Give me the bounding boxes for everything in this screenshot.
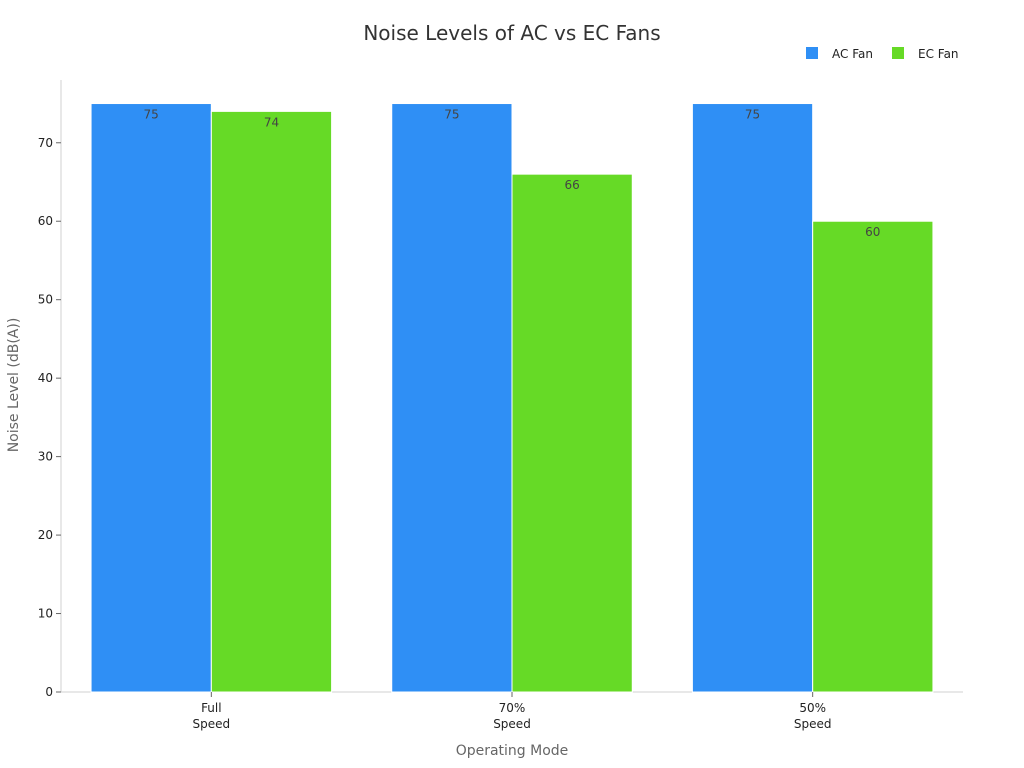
y-axis-title: Noise Level (dB(A)) <box>6 318 22 453</box>
y-tick-label: 10 <box>38 607 53 621</box>
x-tick-label: 70% <box>499 701 526 715</box>
x-tick-label: Speed <box>193 717 231 731</box>
data-label: 75 <box>444 108 459 122</box>
legend-label: EC Fan <box>918 47 959 61</box>
bar-ec-fan <box>812 220 934 693</box>
y-tick-label: 20 <box>38 528 53 542</box>
data-label: 75 <box>745 108 760 122</box>
bar-ec-fan <box>210 110 333 693</box>
bar-ac-fan <box>90 103 212 693</box>
data-label: 75 <box>144 108 159 122</box>
legend: AC Fan EC Fan <box>806 47 959 61</box>
y-tick-label: 70 <box>38 136 53 150</box>
data-label: 74 <box>264 115 279 129</box>
bar-ec-fan <box>511 173 633 693</box>
x-tick-label: Speed <box>493 717 531 731</box>
data-label: 60 <box>865 225 880 239</box>
plot-area: 0 10 20 30 40 50 60 70 75 74 Full Speed 75 66 70% Speed… <box>38 80 963 731</box>
x-tick-label: 50% <box>799 701 826 715</box>
x-tick-label: Full <box>201 701 222 715</box>
data-label: 66 <box>564 178 579 192</box>
legend-swatch <box>806 47 818 59</box>
x-axis-title: Operating Mode <box>456 743 569 759</box>
legend-swatch <box>892 47 904 59</box>
y-tick-label: 50 <box>38 293 53 307</box>
bar-ac-fan <box>391 103 513 693</box>
y-tick-label: 0 <box>45 685 53 699</box>
legend-label: AC Fan <box>832 47 873 61</box>
y-tick-label: 60 <box>38 214 53 228</box>
y-tick-label: 30 <box>38 450 53 464</box>
x-tick-label: Speed <box>794 717 832 731</box>
bar-ac-fan <box>691 103 814 693</box>
chart-title: Noise Levels of AC vs EC Fans <box>363 21 660 45</box>
y-tick-label: 40 <box>38 371 53 385</box>
